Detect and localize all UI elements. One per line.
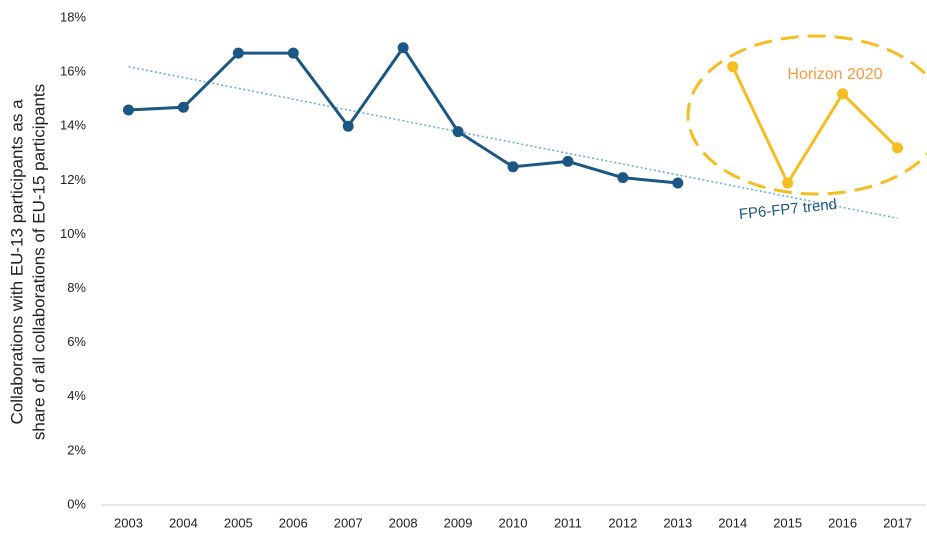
y-tick-label: 6% <box>67 334 86 349</box>
x-tick-label: 2012 <box>608 515 637 530</box>
y-tick-label: 16% <box>60 64 86 79</box>
y-axis-label-line: share of all collaborations of EU-15 par… <box>29 84 48 440</box>
data-point <box>397 42 409 54</box>
data-point <box>837 88 849 100</box>
series-line <box>128 46 678 185</box>
y-tick-label: 10% <box>60 226 86 241</box>
trend-label: FP6-FP7 trend <box>738 196 838 223</box>
data-point <box>507 161 519 173</box>
data-point <box>287 47 299 59</box>
x-tick-label: 2017 <box>883 515 912 530</box>
x-tick-label: 2003 <box>114 515 143 530</box>
data-point <box>122 104 134 116</box>
y-tick-label: 2% <box>67 442 86 457</box>
x-tick-label: 2011 <box>554 515 582 530</box>
x-tick-label: 2016 <box>828 515 857 530</box>
x-tick-label: 2005 <box>224 515 253 530</box>
y-tick-label: 4% <box>67 388 86 403</box>
data-point <box>562 155 574 167</box>
data-point <box>177 101 189 113</box>
data-point <box>782 177 794 189</box>
x-tick-label: 2015 <box>773 515 802 530</box>
x-tick-label: 2014 <box>718 515 747 530</box>
data-point <box>232 47 244 59</box>
trend-line <box>128 65 898 219</box>
x-tick-label: 2013 <box>663 515 692 530</box>
series-label: Horizon 2020 <box>787 66 882 83</box>
x-tick-label: 2008 <box>389 515 418 530</box>
highlight-ellipse <box>686 34 927 196</box>
data-point <box>342 120 354 132</box>
x-tick-label: 2007 <box>334 515 363 530</box>
series-line <box>731 66 899 185</box>
x-tick-label: 2010 <box>499 515 528 530</box>
x-tick-label: 2004 <box>169 515 198 530</box>
x-tick-label: 2009 <box>444 515 473 530</box>
y-tick-label: 14% <box>60 118 86 133</box>
y-tick-label: 18% <box>60 9 86 24</box>
y-tick-label: 8% <box>67 280 86 295</box>
y-axis-label-line: Collaborations with EU-13 participants a… <box>7 99 26 425</box>
data-point <box>672 177 684 189</box>
data-point <box>617 172 629 184</box>
y-tick-label: 12% <box>60 172 86 187</box>
y-axis-label: Collaborations with EU-13 participants a… <box>7 84 48 440</box>
y-tick-label: 0% <box>67 496 86 511</box>
x-tick-label: 2006 <box>279 515 308 530</box>
data-point <box>727 61 739 73</box>
data-point <box>452 126 464 138</box>
data-point <box>892 142 904 154</box>
